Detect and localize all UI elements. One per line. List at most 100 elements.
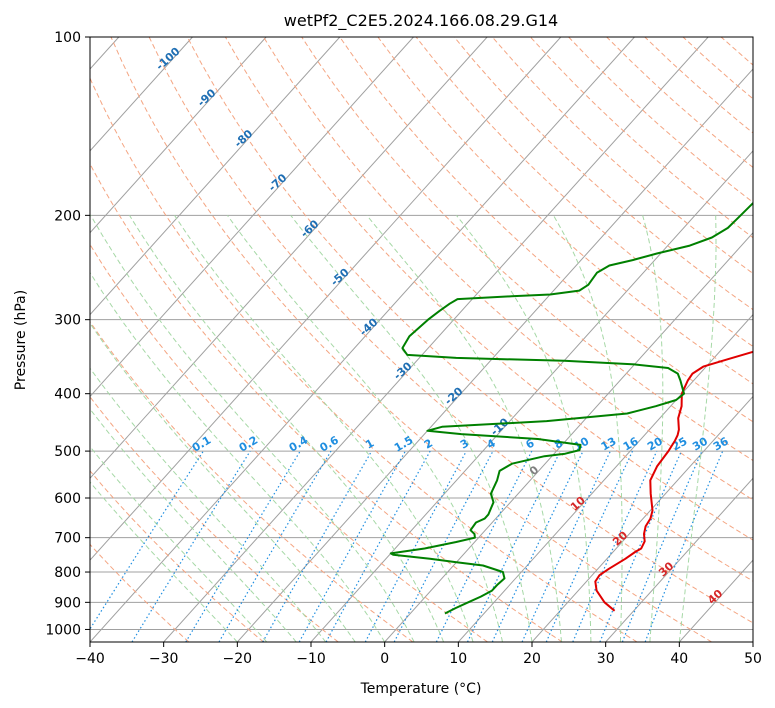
- isotherm-line: [752, 641, 753, 642]
- isotherm-line: [90, 37, 562, 561]
- y-tick-label: 1000: [45, 622, 81, 638]
- moist-adiabat-line: [678, 215, 717, 642]
- isotherm-label: -10: [488, 415, 512, 438]
- gridlines: [90, 37, 753, 630]
- mixing-ratio-line: [298, 450, 406, 642]
- profile-series: [389, 201, 753, 615]
- dry-adiabats: [90, 37, 775, 642]
- y-tick-label: 600: [54, 491, 81, 507]
- isotherm-line: [90, 37, 193, 152]
- temperature-line-label: 10: [568, 494, 588, 514]
- mixing-ratio-line: [435, 450, 533, 642]
- isotherm-label: -60: [298, 217, 322, 240]
- moist-adiabat-line: [642, 215, 664, 642]
- mixing-ratio-line: [599, 450, 682, 642]
- dry-adiabat-line: [568, 37, 753, 203]
- isotherms: [90, 37, 753, 642]
- chart-title: wetPf2_C2E5.2024.166.08.29.G14: [284, 11, 558, 31]
- isotherm-label: -20: [442, 384, 466, 407]
- isotherm-line: [90, 37, 414, 398]
- dry-adiabat-line: [90, 243, 488, 642]
- dry-adiabat-line: [90, 396, 339, 642]
- y-tick-label: 800: [54, 565, 81, 581]
- temperature-profile: [594, 350, 753, 612]
- mixing-ratio-lines: [90, 450, 724, 642]
- mixing-ratio-line: [131, 450, 251, 642]
- mixing-ratio-line: [466, 450, 561, 642]
- dry-adiabat-line: [453, 37, 753, 311]
- dry-adiabat-line: [644, 37, 753, 134]
- moist-adiabat-line: [366, 214, 562, 642]
- dry-adiabat-line: [263, 37, 753, 501]
- moist-adiabat-line: [90, 408, 297, 642]
- mixing-ratio-line: [545, 450, 634, 642]
- moist-adiabat-line: [129, 215, 445, 642]
- background-line-labels: 0.1 0.2 0.4 0.6 1 1.5 2 3 4 6 8 10 13 16 20 25 30 36-100-…: [153, 45, 731, 607]
- dry-adiabat-line: [720, 37, 753, 66]
- x-tick-label: 20: [523, 651, 541, 667]
- temperature-line-label: 30: [656, 559, 676, 579]
- dry-adiabat-line: [339, 37, 753, 423]
- y-axis-label: Pressure (hPa): [13, 290, 29, 390]
- isotherm-label: -90: [195, 86, 219, 109]
- x-axis-label: Temperature (°C): [360, 681, 482, 697]
- x-tick-label: 10: [449, 651, 467, 667]
- isotherm-line: [384, 231, 753, 642]
- temperature-line-label: 40: [705, 587, 725, 607]
- isotherm-line: [236, 68, 753, 642]
- isotherm-line: [90, 37, 488, 480]
- isotherm-line: [605, 477, 753, 642]
- dry-adiabat-line: [377, 37, 753, 385]
- moist-adiabat-line: [90, 322, 356, 642]
- dry-adiabat-line: [90, 162, 563, 642]
- x-tick-label: −10: [296, 651, 326, 667]
- mixing-ratio-line: [621, 450, 703, 642]
- dry-adiabat-line: [415, 37, 753, 348]
- dry-adiabat-line: [110, 37, 712, 642]
- y-tick-label: 100: [54, 30, 81, 46]
- moist-adiabat-line: [552, 215, 623, 642]
- mixing-ratio-line: [644, 450, 724, 642]
- mixing-ratio-line: [521, 450, 611, 642]
- mixing-ratio-line: [491, 450, 584, 642]
- y-tick-label: 900: [54, 595, 81, 611]
- mixing-ratio-line: [364, 450, 467, 642]
- x-tick-label: −20: [223, 651, 253, 667]
- dry-adiabat-line: [186, 37, 753, 582]
- isotherm-line: [531, 395, 753, 642]
- isotherm-line: [90, 37, 635, 642]
- mixing-ratio-label: 1: [363, 437, 376, 452]
- mixing-ratio-label: 2: [422, 437, 435, 452]
- moist-adiabat-line: [174, 215, 474, 642]
- moist-adiabat-line: [90, 445, 268, 642]
- isotherm-line: [90, 37, 341, 316]
- dry-adiabat-line: [759, 37, 775, 642]
- isotherm-line: [163, 37, 709, 642]
- x-tick-label: 40: [670, 651, 688, 667]
- mixing-ratio-line: [90, 450, 204, 631]
- moist-adiabat-line: [90, 367, 327, 642]
- mixing-ratio-line: [572, 450, 658, 642]
- x-tick-label: 30: [597, 651, 615, 667]
- y-tick-label: 400: [54, 387, 81, 403]
- plot-frame: [89, 36, 754, 643]
- x-tick-label: 0: [380, 651, 389, 667]
- dry-adiabat-line: [224, 37, 753, 541]
- x-tick-label: −30: [149, 651, 179, 667]
- y-axis-ticks: 100 200 300 400 500 600 700 800 900 1000: [45, 30, 90, 638]
- moist-adiabat-line: [90, 271, 386, 642]
- moist-adiabat-line: [226, 215, 503, 642]
- mixing-ratio-line: [262, 450, 373, 642]
- isotherm-line: [678, 559, 753, 642]
- dry-adiabat-line: [606, 37, 753, 169]
- x-axis-ticks: −40 −30 −20 −10 0 10 20 30 40 50: [75, 642, 762, 667]
- dry-adiabat-line: [301, 37, 753, 462]
- dry-adiabat-line: [530, 37, 753, 239]
- mixing-ratio-label: 3: [458, 437, 471, 452]
- dry-adiabat-line: [90, 470, 264, 642]
- y-tick-label: 300: [54, 313, 81, 329]
- dry-adiabat-line: [148, 37, 753, 624]
- dewpoint-profile: [389, 201, 753, 615]
- mixing-ratio-line: [185, 450, 301, 642]
